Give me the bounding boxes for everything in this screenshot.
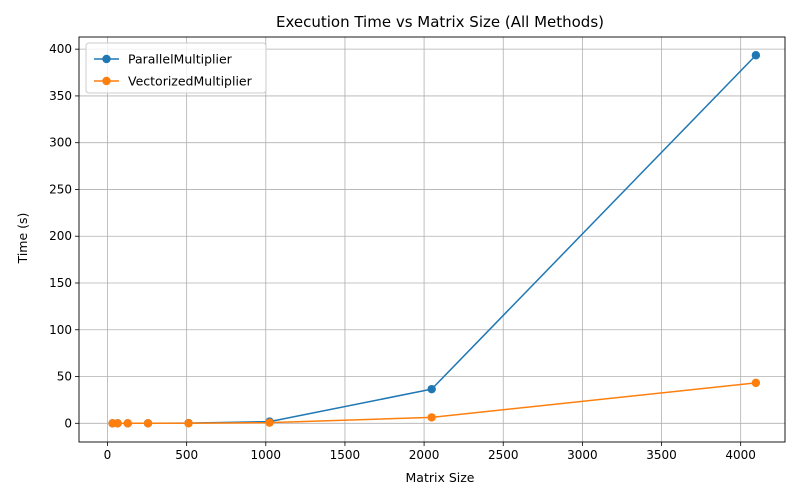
y-tick-label: 400 bbox=[49, 42, 72, 56]
legend-marker-2 bbox=[102, 76, 111, 86]
series-2-point bbox=[751, 378, 761, 388]
chart-title: Execution Time vs Matrix Size (All Metho… bbox=[276, 13, 604, 31]
x-tick-label: 0 bbox=[104, 448, 112, 462]
series-1-point bbox=[751, 51, 761, 60]
y-tick-label: 300 bbox=[49, 136, 72, 150]
x-axis-label: Matrix Size bbox=[406, 470, 475, 485]
x-tick-label: 3000 bbox=[567, 448, 598, 462]
x-tick-label: 500 bbox=[175, 448, 198, 462]
y-tick-label: 50 bbox=[57, 370, 72, 384]
y-tick-label: 200 bbox=[49, 229, 72, 243]
y-axis-label: Time (s) bbox=[15, 213, 30, 265]
x-tick-label: 4000 bbox=[725, 448, 756, 462]
x-tick-label: 3500 bbox=[646, 448, 677, 462]
legend-marker-1 bbox=[102, 54, 111, 64]
x-tick-label: 1000 bbox=[251, 448, 282, 462]
legend-label-1: ParallelMultiplier bbox=[128, 52, 233, 67]
legend-label-2: VectorizedMultiplier bbox=[128, 74, 253, 89]
x-tick-label: 1500 bbox=[330, 448, 361, 462]
y-tick-label: 150 bbox=[49, 276, 72, 290]
axis-ticks: 0 500 1000 1500 2000 2500 3000 3500 4000 0 50 100 15… bbox=[49, 42, 756, 462]
series-2-point bbox=[113, 419, 122, 428]
y-tick-label: 0 bbox=[64, 416, 72, 430]
plot-frame bbox=[78, 36, 786, 443]
x-tick-label: 2500 bbox=[488, 448, 519, 462]
x-tick-label: 2000 bbox=[409, 448, 440, 462]
series-2-point bbox=[143, 419, 153, 428]
series-layer bbox=[108, 51, 761, 428]
legend: ParallelMultiplier VectorizedMultiplier bbox=[85, 42, 267, 94]
series-1-point bbox=[427, 384, 436, 394]
grid bbox=[79, 37, 785, 442]
y-tick-label: 250 bbox=[49, 182, 72, 196]
series-line-1 bbox=[112, 54, 757, 425]
y-tick-label: 100 bbox=[49, 323, 72, 337]
series-2-point bbox=[265, 418, 274, 427]
legend-box bbox=[85, 42, 267, 94]
series-2-point bbox=[184, 419, 193, 428]
y-tick-label: 350 bbox=[49, 89, 72, 103]
series-2-point bbox=[427, 413, 436, 422]
series-2-point bbox=[123, 419, 132, 428]
